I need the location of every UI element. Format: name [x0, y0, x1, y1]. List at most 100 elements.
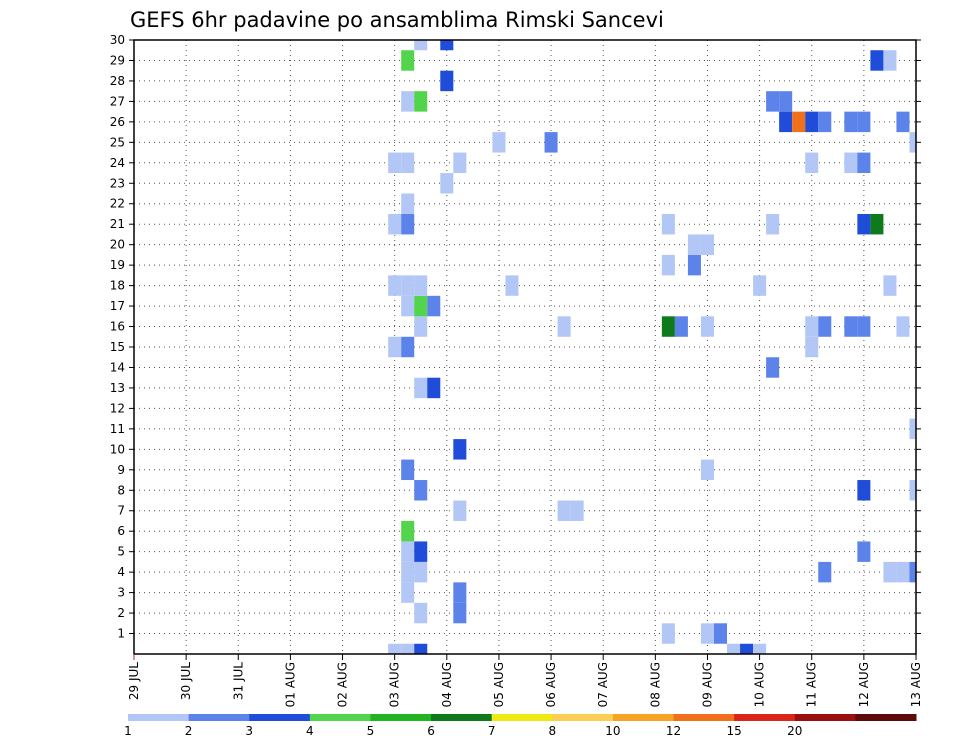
x-axis-ticks: 29 JUL 30 JUL 31 JUL 01 AUG 02 AUG 03 AUG 04 A… — [127, 654, 923, 707]
heatmap-cell — [870, 50, 884, 71]
heatmap-cell — [766, 91, 780, 112]
y-tick-label: 8 — [117, 483, 125, 497]
heatmap-cell — [401, 336, 415, 358]
colorbar-segment — [431, 714, 493, 721]
heatmap-cells — [388, 40, 916, 654]
heatmap-cell — [870, 213, 884, 235]
heatmap-cell — [740, 643, 754, 654]
y-tick-label: 18 — [110, 279, 125, 293]
heatmap-cell — [401, 459, 415, 481]
colorbar-label: 6 — [427, 724, 435, 738]
colorbar-label: 15 — [727, 724, 742, 738]
colorbar-segment — [370, 714, 432, 721]
colorbar-segment — [855, 714, 917, 721]
x-tick-label: 09 AUG — [700, 662, 714, 707]
x-tick-label: 29 JUL — [127, 662, 141, 700]
x-tick-label: 11 AUG — [805, 662, 819, 707]
heatmap-cell — [896, 111, 910, 133]
heatmap-cell — [388, 152, 402, 174]
y-tick-label: 15 — [110, 340, 125, 354]
y-tick-label: 5 — [117, 545, 125, 559]
x-tick-label: 01 AUG — [283, 662, 297, 707]
colorbar-label: 4 — [306, 724, 314, 738]
colorbar-segment — [794, 714, 856, 721]
heatmap-cell — [414, 275, 428, 296]
y-tick-label: 17 — [110, 299, 125, 313]
grid-lines — [134, 39, 917, 654]
x-tick-label: 04 AUG — [440, 662, 454, 707]
heatmap-cell — [883, 561, 897, 583]
y-tick-label: 7 — [117, 504, 125, 518]
heatmap-cell — [805, 316, 819, 337]
heatmap-cell — [779, 111, 793, 133]
heatmap-cell — [700, 316, 714, 337]
y-tick-label: 3 — [117, 586, 125, 600]
heatmap-cell — [857, 111, 871, 133]
heatmap-cell — [753, 643, 767, 654]
heatmap-cell — [401, 50, 415, 71]
heatmap-cell — [453, 152, 467, 174]
y-tick-label: 2 — [117, 606, 125, 620]
y-tick-label: 13 — [110, 381, 125, 395]
heatmap-cell — [687, 234, 701, 255]
x-tick-label: 07 AUG — [596, 662, 610, 707]
heatmap-cell — [805, 336, 819, 358]
heatmap-cell — [453, 602, 467, 624]
y-tick-label: 10 — [110, 442, 125, 456]
y-tick-label: 12 — [110, 401, 125, 415]
colorbar-segment — [734, 714, 796, 721]
heatmap-cell — [414, 480, 428, 501]
y-tick-label: 11 — [110, 422, 125, 436]
heatmap-cell — [713, 623, 728, 644]
heatmap-cell — [453, 500, 467, 521]
heatmap-cell — [805, 111, 819, 133]
heatmap-cell — [844, 316, 858, 337]
heatmap-cell — [401, 582, 415, 603]
x-tick-label: 10 AUG — [753, 662, 767, 707]
heatmap-cell — [401, 213, 415, 235]
heatmap-cell — [792, 111, 806, 133]
heatmap-cell — [818, 111, 832, 133]
heatmap-cell — [401, 295, 415, 317]
colorbar-segment — [249, 714, 311, 721]
heatmap-cell — [440, 173, 454, 194]
x-tick-label: 05 AUG — [492, 662, 506, 707]
heatmap-cell — [661, 254, 675, 276]
heatmap-cell — [857, 213, 871, 235]
colorbar-segment — [491, 714, 553, 721]
heatmap-cell — [492, 132, 506, 153]
x-tick-label: 02 AUG — [336, 662, 350, 707]
heatmap-cell — [570, 500, 584, 521]
heatmap-cell — [388, 275, 402, 296]
colorbar-segment — [673, 714, 735, 721]
colorbar-label: 5 — [367, 724, 375, 738]
heatmap-cell — [883, 275, 897, 296]
colorbar-label: 2 — [185, 724, 193, 738]
x-tick-label: 06 AUG — [544, 662, 558, 707]
heatmap-cell — [766, 213, 780, 235]
x-tick-label: 30 JUL — [179, 662, 193, 700]
heatmap-cell — [414, 561, 428, 583]
heatmap-cell — [401, 520, 415, 542]
y-tick-label: 26 — [110, 115, 125, 129]
y-tick-label: 29 — [110, 53, 125, 67]
x-tick-label: 13 AUG — [909, 662, 923, 707]
colorbar-label: 1 — [124, 724, 132, 738]
heatmap-cell — [414, 295, 428, 317]
colorbar-label: 12 — [666, 724, 681, 738]
heatmap-cell — [909, 132, 916, 153]
heatmap-cell — [414, 643, 428, 654]
heatmap-cell — [414, 602, 428, 624]
heatmap-cell — [505, 275, 519, 296]
y-tick-label: 23 — [110, 176, 125, 190]
y-tick-label: 9 — [117, 463, 125, 477]
y-tick-label: 30 — [110, 33, 125, 47]
heatmap-cell — [401, 91, 415, 112]
heatmap-cell — [544, 132, 558, 153]
heatmap-cell — [883, 50, 897, 71]
heatmap-cell — [661, 623, 675, 644]
heatmap-cell — [401, 275, 415, 296]
heatmap-cell — [661, 316, 675, 337]
heatmap-cell — [388, 336, 402, 358]
